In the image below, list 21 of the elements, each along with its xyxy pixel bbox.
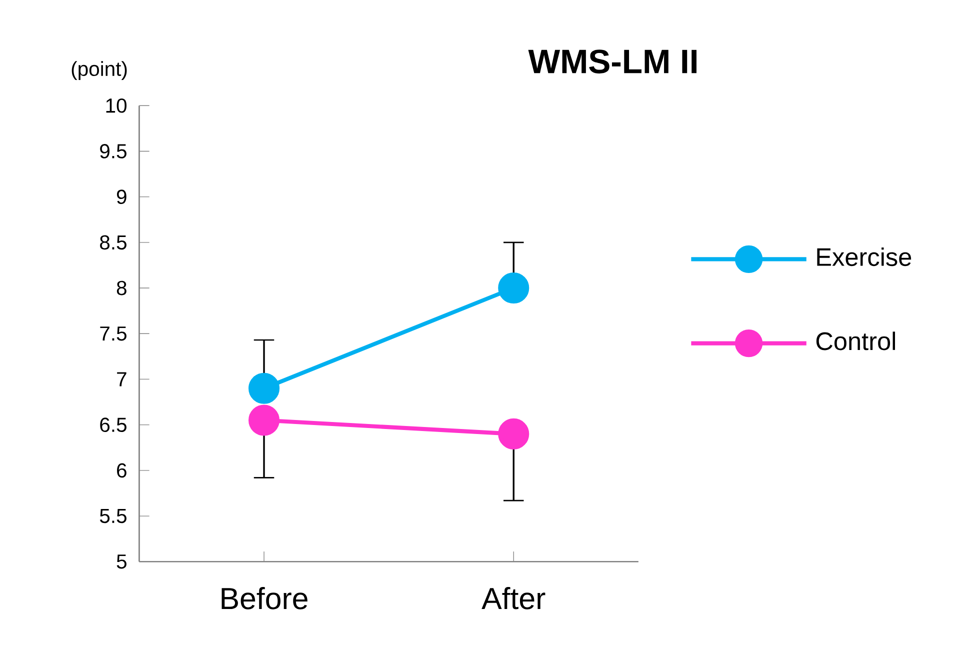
legend-label: Exercise [817,248,912,266]
point [498,418,530,450]
y-axis-title: (point) [72,61,127,80]
y-tick-label: 8.5 [100,235,126,250]
y-tick-label: 7 [117,372,126,386]
y-tick-label: 5 [116,554,126,569]
y-tick-label: 10 [106,98,126,113]
point [248,372,280,404]
y-tick-label: 5.5 [100,509,126,524]
point [248,404,280,436]
x-tick-label: After [482,587,546,610]
chart-title: WMS-LM II [528,50,696,74]
y-tick-label: 9 [116,190,126,204]
legend-label: Control [816,332,896,350]
x-tick-label: Before [222,587,308,610]
y-tick-label: 6 [117,463,126,478]
point [498,272,530,304]
y-tick-label: 8 [116,280,126,296]
y-tick-label: 6.5 [100,418,126,432]
y-tick-label: 9.5 [100,144,126,158]
y-tick-label: 7.5 [100,326,126,341]
